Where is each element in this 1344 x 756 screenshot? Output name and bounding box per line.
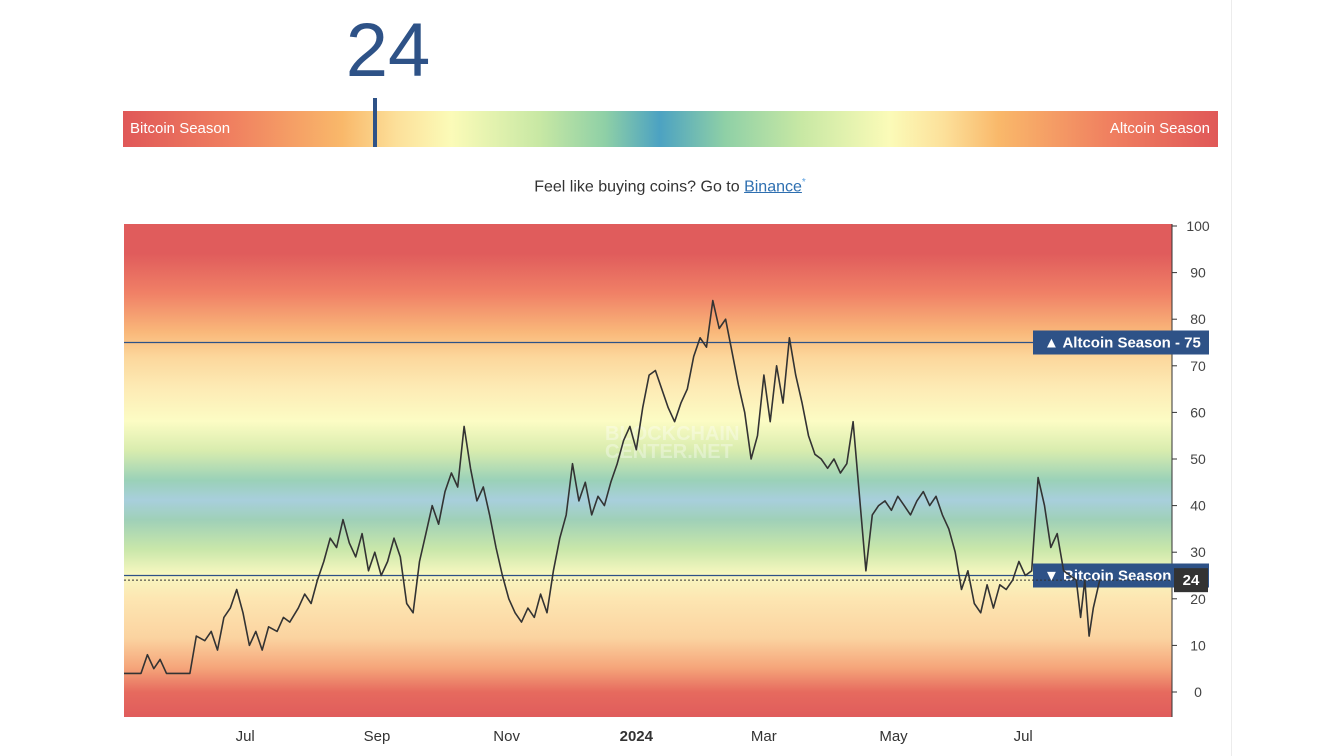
current-value-label: 24: [1174, 568, 1208, 593]
series-line: [124, 299, 1101, 675]
binance-link[interactable]: Binance: [744, 178, 802, 196]
page-edge-divider: [1231, 0, 1232, 756]
x-tick-label: Jul: [236, 728, 255, 745]
y-tick-label: 10: [1190, 637, 1206, 653]
gauge-bitcoin-season-label: Bitcoin Season: [130, 120, 231, 137]
x-tick-label: Mar: [751, 728, 777, 745]
promo-link-asterisk: *: [801, 177, 806, 188]
watermark-text: CENTER.NET: [605, 441, 733, 463]
y-tick-label: 100: [1186, 218, 1210, 234]
x-tick-label: Nov: [493, 728, 520, 745]
threshold-label-text: ▼ Bitcoin Season - 25: [1044, 568, 1201, 585]
current-value-label-text: 24: [1183, 572, 1200, 589]
x-tick-label: Jul: [1014, 728, 1033, 745]
threshold-label-text: ▲ Altcoin Season - 75: [1044, 335, 1201, 352]
chart-background: [124, 224, 1172, 717]
altcoin-index-value: 24: [345, 8, 431, 93]
promo-text: Feel like buying coins? Go to: [534, 178, 745, 196]
y-tick-label: 70: [1190, 358, 1206, 374]
gauge-marker: [372, 98, 377, 147]
y-tick-label: 80: [1190, 311, 1206, 327]
x-tick-label: Sep: [364, 728, 391, 745]
threshold-label: ▲ Altcoin Season - 75: [1033, 330, 1209, 355]
y-tick-label: 30: [1190, 544, 1206, 560]
season-gauge: Bitcoin Season Altcoin Season: [123, 98, 1218, 147]
y-tick-label: 50: [1190, 451, 1206, 467]
y-tick-label: 20: [1190, 591, 1206, 607]
promo-line: Feel like buying coins? Go to Binance*: [0, 177, 1340, 196]
y-tick-label: 90: [1190, 265, 1206, 281]
gauge-altcoin-season-label: Altcoin Season: [1109, 120, 1210, 137]
y-tick-label: 0: [1194, 684, 1202, 700]
x-tick-label: 2024: [620, 728, 654, 745]
x-tick-label: May: [879, 728, 908, 745]
y-tick-label: 40: [1190, 498, 1206, 514]
y-tick-label: 60: [1190, 404, 1206, 420]
